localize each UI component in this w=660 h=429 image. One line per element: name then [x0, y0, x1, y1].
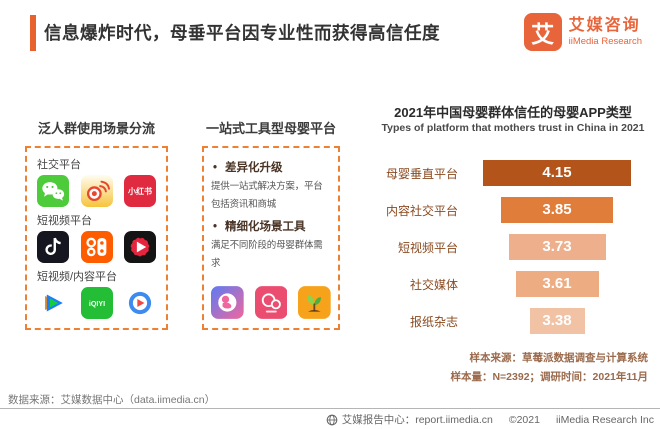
left-panel-heading: 泛人群使用场景分流 — [37, 121, 155, 136]
sample-source-note: 样本来源：草莓派数据调查与计算系统 — [469, 352, 649, 364]
report-center-text: 艾媒报告中心：report.iimedia.cn — [341, 414, 493, 426]
bar-value: 3.85 — [542, 201, 572, 218]
kuaishou-icon — [80, 231, 113, 263]
group-label-social: 社交平台 — [37, 159, 81, 171]
title-accent-bar — [30, 15, 36, 51]
bar-row-content-social: 内容社交平台 3.85 — [374, 197, 656, 223]
bar-value: 3.38 — [542, 312, 572, 329]
copyright-text: ©2021 — [508, 413, 540, 426]
sample-notes: 样本来源：草莓派数据调查与计算系统 样本量：N=2392；调研时间：2021年1… — [374, 349, 648, 387]
trust-bar-chart: 母婴垂直平台 4.15 内容社交平台 3.85 短视频平台 3.73 — [374, 160, 656, 345]
mama-community-icon — [254, 286, 288, 320]
bar-vertical-platform: 4.15 — [483, 160, 631, 186]
content-icons-row: iQIYI — [37, 287, 156, 319]
wechat-icon — [37, 175, 69, 207]
svg-text:小红书: 小红书 — [127, 186, 152, 196]
social-icons-row: 小红书 — [37, 175, 156, 207]
bar-value: 3.73 — [542, 238, 572, 255]
sample-size-note: 样本量：N=2392；调研时间：2021年11月 — [450, 371, 648, 383]
bar-content-social: 3.85 — [501, 197, 613, 223]
bar-row-vertical-platform: 母婴垂直平台 4.15 — [374, 160, 656, 186]
iimedia-logo: 艾 艾媒咨询 iiMedia Research — [523, 13, 642, 51]
data-source-text: 数据来源：艾媒数据中心（data.iimedia.cn） — [8, 394, 216, 406]
svg-text:iQIYI: iQIYI — [88, 300, 104, 308]
bar-label: 社交媒体 — [409, 277, 458, 292]
bullet-title-tools: 精细化场景工具 — [211, 218, 331, 234]
bar-label: 短视频平台 — [397, 240, 458, 255]
generic-platforms-box: 社交平台 小红书 — [25, 146, 168, 330]
weibo-icon — [80, 175, 113, 207]
bar-short-video: 3.73 — [508, 234, 606, 260]
bar-newspaper: 3.38 — [529, 308, 585, 334]
bar-row-short-video: 短视频平台 3.73 — [374, 234, 656, 260]
bullet-body-tools: 满足不同阶段的母婴群体需求 — [211, 240, 323, 269]
xiaohongshu-icon: 小红书 — [124, 175, 156, 207]
shortvideo-icons-row — [37, 231, 156, 263]
chart-title: 2021年中国母婴群体信任的母婴APP类型 — [394, 105, 632, 120]
bar-label: 母婴垂直平台 — [385, 166, 458, 181]
bullet-body-upgrade: 提供一站式解决方案，平台包括资讯和商城 — [211, 181, 323, 210]
babytree-pregnancy-icon — [211, 286, 244, 320]
bar-social-media: 3.61 — [515, 271, 599, 297]
bar-value: 4.15 — [542, 164, 572, 181]
brand-logo-icon: 艾 — [523, 13, 562, 51]
brand-name-cn: 艾媒咨询 — [568, 16, 641, 34]
sprout-parenting-icon — [298, 286, 332, 320]
page-title: 信息爆炸时代，母垂平台因专业性而获得高信任度 — [44, 23, 440, 43]
douyin-icon — [37, 231, 69, 263]
group-label-shortvideo: 短视频平台 — [37, 215, 92, 227]
company-text: iiMedia Research Inc — [555, 413, 654, 426]
video-reel-icon — [124, 231, 156, 263]
iqiyi-icon: iQIYI — [80, 287, 113, 319]
bar-label: 报纸杂志 — [409, 314, 458, 329]
middle-panel-heading: 一站式工具型母婴平台 — [205, 121, 336, 136]
xigua-video-icon — [124, 287, 156, 319]
bar-row-social-media: 社交媒体 3.61 — [374, 271, 656, 297]
brand-name-en: iiMedia Research — [568, 35, 642, 47]
footer-divider — [0, 408, 660, 409]
bar-value: 3.61 — [542, 275, 572, 292]
maternal-app-icons-row — [211, 285, 332, 320]
chart-subtitle: Types of platform that mothers trust in … — [381, 122, 645, 134]
tencent-video-icon — [37, 287, 69, 319]
bullet-title-upgrade: 差异化升级 — [211, 159, 331, 175]
bar-label: 内容社交平台 — [385, 203, 458, 218]
globe-icon — [326, 414, 338, 425]
tool-platform-box: 差异化升级 提供一站式解决方案，平台包括资讯和商城 精细化场景工具 满足不同阶段… — [202, 146, 340, 330]
bar-row-newspaper: 报纸杂志 3.38 — [374, 308, 656, 334]
footer-credit: 艾媒报告中心：report.iimedia.cn ©2021 iiMedia R… — [326, 412, 654, 427]
group-label-content: 短视频/内容平台 — [37, 271, 118, 283]
